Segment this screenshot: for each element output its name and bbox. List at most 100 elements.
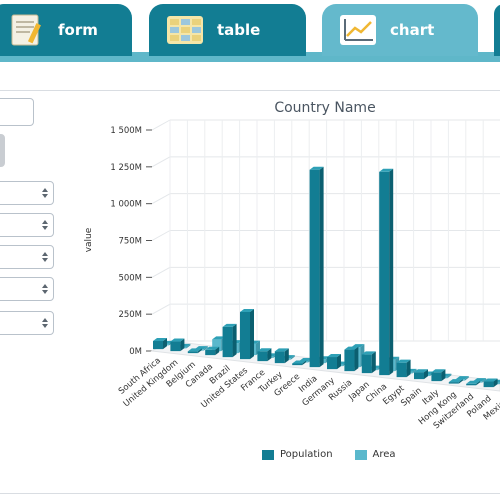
bar-population-15-face	[414, 369, 428, 373]
bar-area-14-face	[412, 368, 417, 374]
action-button[interactable]	[0, 134, 5, 167]
bar-population-18-face	[466, 383, 477, 386]
bar-population-11[interactable]	[344, 346, 359, 372]
y-axis-label: value	[84, 227, 94, 252]
select-5[interactable]	[0, 311, 54, 335]
select-3[interactable]	[0, 245, 54, 269]
legend-label-population: Population	[280, 449, 333, 460]
legend-label-area: Area	[372, 449, 396, 460]
form-icon	[11, 14, 41, 46]
bar-population-9-face	[319, 166, 324, 368]
bar-population-10-face	[327, 357, 337, 370]
bar-population-7-face	[284, 348, 289, 364]
tab-table[interactable]: table	[149, 4, 306, 56]
bar-population-6[interactable]	[257, 348, 272, 362]
bar-population-17[interactable]	[448, 379, 463, 384]
bar-population-10-face	[337, 354, 341, 370]
select-arrows-icon	[42, 284, 48, 294]
bar-area-3-face	[212, 339, 222, 352]
bar-population-2-face	[187, 351, 198, 354]
bar-population-16-face	[431, 372, 442, 382]
bar-population-0-face	[163, 338, 167, 350]
bar-population-11-face	[354, 346, 359, 372]
bar-population-12-face	[361, 354, 372, 374]
grid-line-side	[151, 230, 171, 241]
select-4[interactable]	[0, 277, 54, 301]
bar-population-4-face	[222, 326, 233, 358]
bar-area-17-face	[464, 376, 469, 381]
select-arrows-icon	[42, 318, 48, 328]
bar-population-17-face	[448, 382, 459, 384]
bar-area-8-face	[299, 357, 313, 361]
legend-item-population[interactable]: Population	[262, 449, 333, 460]
grid-line-side	[151, 303, 171, 315]
text-input[interactable]	[0, 98, 34, 126]
bar-population-14-face	[396, 359, 411, 363]
bar-population-7[interactable]	[274, 348, 289, 364]
bar-population-16-face	[441, 369, 446, 382]
bar-population-8-face	[292, 360, 307, 364]
y-tick-label: 1 500M	[110, 126, 142, 136]
bar-area-2-face	[203, 346, 208, 351]
bar-population-19-face	[483, 381, 494, 388]
bar-population-13-face	[379, 171, 390, 376]
bar-population-19-face	[483, 378, 498, 382]
bar-population-12-face	[361, 351, 376, 355]
chart-title: Country Name	[274, 100, 376, 116]
select-2[interactable]	[0, 213, 54, 237]
bar-population-2-face	[187, 348, 202, 352]
bar-population-1[interactable]	[170, 338, 185, 352]
y-tick-label: 250M	[118, 310, 142, 320]
tab-more[interactable]	[494, 4, 500, 56]
bar-population-16-face	[431, 369, 446, 373]
bar-area-3-face	[212, 336, 226, 340]
bar-population-4[interactable]	[222, 323, 237, 358]
bar-area-1-face	[186, 343, 191, 349]
bar-population-5-face	[250, 308, 254, 360]
bar-population-15[interactable]	[414, 369, 428, 380]
select-arrows-icon	[42, 220, 48, 230]
bar-population-12[interactable]	[361, 351, 376, 374]
bar-population-10[interactable]	[327, 354, 341, 370]
bar-population-19-face	[493, 378, 498, 388]
bar-population-9-face	[309, 166, 324, 170]
bar-population-6-face	[267, 348, 272, 362]
grid-line-side	[151, 193, 171, 205]
tab-chart[interactable]: chart	[322, 4, 478, 56]
bar-population-17-face	[448, 379, 463, 383]
select-1[interactable]	[0, 181, 54, 205]
bar-population-0-face	[153, 338, 167, 342]
bar-area-17-face	[455, 376, 469, 380]
bar-area-7-face	[290, 355, 295, 360]
bar-population-1-face	[170, 338, 185, 342]
tab-strip	[0, 52, 500, 62]
legend-swatch-area	[354, 449, 367, 460]
bar-population-15-face	[414, 372, 424, 380]
bar-population-18[interactable]	[466, 380, 481, 386]
tab-bar: form table chart	[0, 0, 500, 62]
bar-population-16[interactable]	[431, 369, 446, 382]
tab-form-label: form	[58, 21, 98, 39]
tab-form[interactable]: form	[0, 4, 132, 56]
bar-population-18-face	[466, 380, 481, 384]
bar-population-19[interactable]	[483, 378, 498, 388]
bar-population-1-face	[180, 338, 185, 352]
bar-population-5[interactable]	[240, 308, 254, 360]
bar-population-2-face	[197, 348, 202, 354]
bar-population-17-face	[458, 379, 463, 384]
bar-population-2[interactable]	[187, 348, 202, 354]
bar-population-13[interactable]	[379, 168, 394, 376]
bar-population-8[interactable]	[292, 360, 307, 366]
bar-population-3[interactable]	[205, 346, 220, 356]
bar-population-18-face	[476, 380, 481, 386]
bar-area-11-face	[351, 344, 365, 348]
bar-population-11-face	[344, 349, 355, 372]
bar-population-0[interactable]	[153, 338, 167, 350]
grid-line-side	[151, 156, 171, 168]
legend-item-area[interactable]: Area	[354, 449, 396, 460]
bar-area-18-face	[482, 378, 487, 383]
bar-population-14[interactable]	[396, 359, 411, 378]
bar-population-9[interactable]	[309, 166, 324, 368]
bar-population-14-face	[396, 362, 407, 378]
bar-population-12-face	[371, 351, 376, 374]
